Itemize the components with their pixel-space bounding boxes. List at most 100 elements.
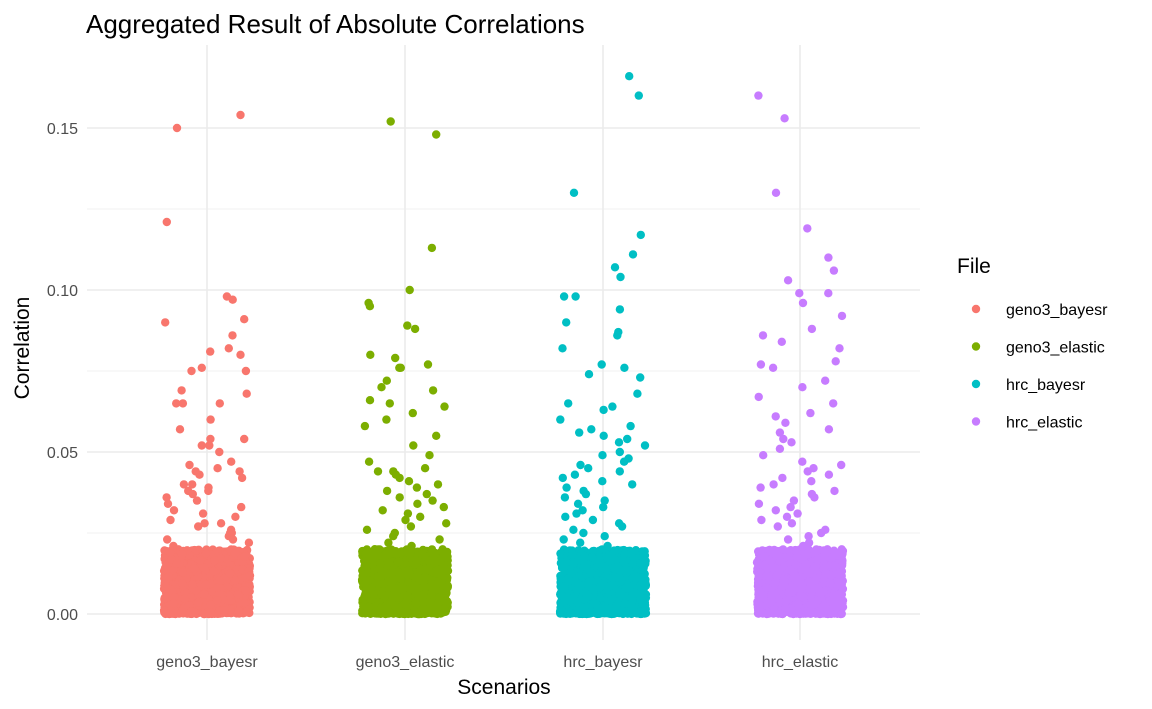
data-point-hrc_elastic	[820, 547, 829, 556]
data-point-geno3_elastic	[396, 607, 406, 616]
data-point-geno3_bayesr	[228, 535, 238, 544]
data-point-hrc_bayesr	[584, 464, 593, 473]
data-point-hrc_elastic	[756, 483, 765, 492]
data-point-geno3_bayesr	[175, 425, 185, 434]
data-point-hrc_bayesr	[580, 588, 590, 597]
data-point-hrc_elastic	[824, 253, 833, 262]
data-point-hrc_elastic	[802, 549, 811, 559]
data-point-geno3_bayesr	[206, 600, 215, 609]
data-point-geno3_elastic	[407, 541, 416, 551]
data-point-geno3_bayesr	[215, 576, 224, 585]
data-point-geno3_elastic	[408, 408, 417, 418]
y-axis-ticks: 0.000.050.100.15	[47, 121, 78, 624]
data-point-geno3_bayesr	[184, 601, 194, 610]
data-point-geno3_bayesr	[177, 386, 186, 395]
data-point-geno3_bayesr	[180, 594, 189, 604]
data-point-hrc_bayesr	[607, 551, 616, 560]
data-point-geno3_bayesr	[237, 502, 246, 512]
data-point-geno3_elastic	[378, 506, 387, 515]
x-tick-label: hrc_elastic	[762, 654, 838, 671]
data-point-hrc_elastic	[813, 555, 822, 564]
data-point-geno3_bayesr	[165, 609, 174, 619]
data-point-geno3_bayesr	[179, 480, 189, 489]
data-point-geno3_elastic	[363, 604, 372, 613]
data-point-geno3_bayesr	[245, 571, 255, 580]
data-point-geno3_bayesr	[236, 350, 245, 359]
data-point-hrc_bayesr	[631, 589, 641, 598]
data-point-geno3_elastic	[377, 590, 386, 599]
data-point-geno3_bayesr	[216, 554, 226, 563]
data-point-hrc_elastic	[793, 599, 803, 609]
data-point-hrc_bayesr	[640, 441, 650, 450]
data-point-geno3_elastic	[425, 451, 434, 460]
data-point-geno3_elastic	[401, 515, 410, 525]
data-point-hrc_elastic	[755, 578, 764, 588]
data-point-hrc_bayesr	[574, 555, 584, 564]
legend-key	[971, 304, 981, 314]
data-point-hrc_bayesr	[613, 331, 622, 340]
data-point-hrc_bayesr	[562, 483, 571, 492]
data-point-geno3_bayesr	[237, 473, 247, 483]
data-point-geno3_elastic	[432, 566, 441, 576]
data-point-hrc_bayesr	[572, 585, 581, 595]
legend-key	[971, 417, 981, 426]
data-point-geno3_elastic	[382, 376, 391, 385]
data-point-geno3_elastic	[435, 609, 445, 618]
data-point-hrc_bayesr	[634, 91, 643, 100]
data-point-hrc_bayesr	[575, 428, 584, 437]
data-point-hrc_elastic	[807, 477, 816, 486]
data-point-hrc_bayesr	[589, 583, 598, 592]
data-point-hrc_bayesr	[559, 535, 568, 544]
data-point-hrc_bayesr	[620, 599, 629, 608]
data-point-hrc_elastic	[833, 590, 843, 600]
data-point-geno3_elastic	[395, 473, 404, 483]
data-point-hrc_elastic	[824, 470, 834, 479]
data-point-hrc_bayesr	[598, 451, 607, 460]
data-point-geno3_bayesr	[196, 556, 205, 565]
data-point-hrc_bayesr	[570, 470, 580, 479]
data-point-hrc_bayesr	[572, 509, 581, 518]
data-point-geno3_elastic	[382, 415, 391, 424]
data-point-hrc_bayesr	[618, 607, 628, 616]
data-point-geno3_bayesr	[188, 480, 197, 489]
data-point-hrc_elastic	[754, 571, 763, 580]
data-point-hrc_elastic	[799, 541, 808, 551]
data-point-geno3_elastic	[443, 566, 453, 575]
data-point-geno3_bayesr	[231, 512, 240, 521]
data-point-geno3_bayesr	[236, 110, 245, 120]
data-point-geno3_elastic	[435, 535, 444, 544]
data-point-geno3_bayesr	[187, 607, 196, 616]
data-point-geno3_bayesr	[197, 441, 206, 450]
data-point-geno3_elastic	[419, 590, 428, 599]
data-point-hrc_elastic	[793, 509, 802, 518]
y-tick-label: 0.10	[47, 283, 78, 300]
data-point-hrc_bayesr	[614, 438, 624, 447]
data-point-geno3_bayesr	[213, 464, 222, 473]
data-point-hrc_bayesr	[566, 609, 575, 618]
data-point-geno3_bayesr	[201, 580, 211, 589]
data-point-geno3_elastic	[423, 606, 432, 615]
data-point-geno3_elastic	[360, 579, 370, 589]
data-point-geno3_elastic	[395, 363, 404, 372]
data-point-geno3_elastic	[362, 525, 372, 534]
data-point-hrc_bayesr	[636, 373, 645, 382]
data-point-geno3_elastic	[385, 399, 394, 408]
data-point-hrc_bayesr	[619, 457, 629, 466]
data-point-hrc_elastic	[771, 412, 780, 421]
data-point-geno3_elastic	[406, 522, 416, 531]
data-point-hrc_bayesr	[598, 477, 607, 486]
data-point-hrc_bayesr	[625, 566, 634, 576]
data-point-hrc_bayesr	[620, 363, 629, 372]
data-point-hrc_bayesr	[628, 603, 637, 612]
data-point-hrc_elastic	[756, 360, 766, 369]
data-point-hrc_elastic	[829, 266, 839, 275]
data-point-hrc_bayesr	[599, 502, 608, 512]
data-point-geno3_elastic	[384, 538, 393, 547]
data-point-hrc_elastic	[786, 565, 795, 575]
data-point-hrc_bayesr	[625, 72, 634, 81]
data-point-hrc_bayesr	[597, 360, 606, 369]
x-tick-label: geno3_elastic	[356, 654, 455, 671]
data-point-hrc_elastic	[801, 560, 811, 569]
data-point-geno3_bayesr	[188, 580, 197, 589]
data-point-geno3_bayesr	[242, 389, 251, 398]
